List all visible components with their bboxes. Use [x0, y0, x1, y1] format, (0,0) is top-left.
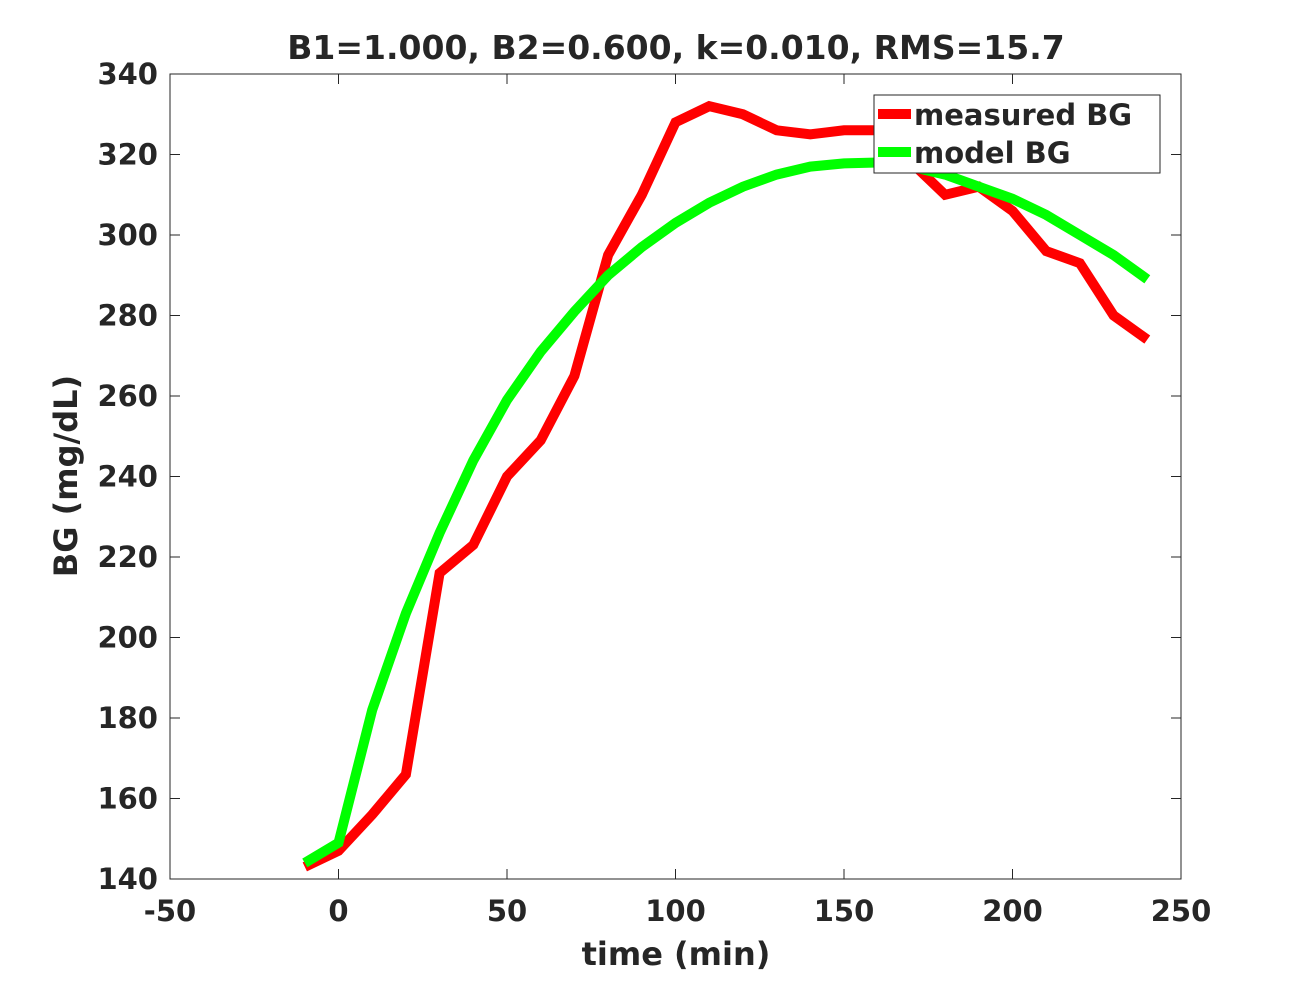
y-tick-label: 200 — [97, 621, 158, 655]
chart-title: B1=1.000, B2=0.600, k=0.010, RMS=15.7 — [287, 28, 1064, 67]
y-axis-label: BG (mg/dL) — [47, 375, 85, 577]
y-tick-label: 340 — [97, 57, 158, 91]
y-tick-label: 140 — [97, 862, 158, 896]
y-tick-label: 220 — [97, 540, 158, 574]
y-tick-label: 240 — [97, 460, 158, 494]
x-tick-label: 100 — [645, 894, 706, 928]
series-line-model-bg — [302, 157, 1151, 868]
y-tick-label: 280 — [97, 299, 158, 333]
x-axis-label: time (min) — [582, 935, 771, 973]
plot-area — [169, 73, 1182, 880]
x-tick-label: 250 — [1151, 894, 1212, 928]
y-tick-label: 260 — [97, 379, 158, 413]
legend-box — [873, 94, 1161, 174]
legend-label-measured-bg: measured BG — [914, 98, 1132, 132]
legend-label-model-bg: model BG — [914, 136, 1071, 170]
series-layer — [302, 100, 1151, 872]
x-tick-label: -50 — [144, 894, 196, 928]
y-tick-label: 300 — [97, 218, 158, 252]
y-tick-label: 180 — [97, 701, 158, 735]
x-tick-label: 150 — [814, 894, 875, 928]
x-axis: -50 0 50 100 150 200 250 — [144, 74, 1211, 928]
y-axis: 140 160 180 200 220 240 260 280 300 320 340 — [97, 57, 1181, 896]
x-tick-label: 200 — [982, 894, 1043, 928]
legend: measured BG model BG — [873, 94, 1161, 174]
series-line-measured-bg — [302, 100, 1151, 872]
x-tick-label: 0 — [328, 894, 348, 928]
y-tick-label: 160 — [97, 782, 158, 816]
y-tick-label: 320 — [97, 138, 158, 172]
x-tick-label: 50 — [487, 894, 527, 928]
